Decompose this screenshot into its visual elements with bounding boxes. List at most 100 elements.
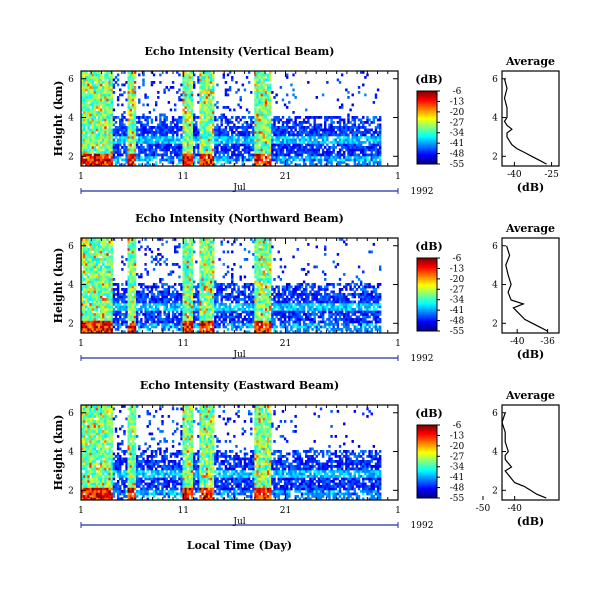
heatmap-cell <box>169 151 173 154</box>
heatmap-cell <box>133 138 137 142</box>
heatmap-cell <box>195 116 198 119</box>
heatmap-cell <box>97 268 101 271</box>
heatmap-cell <box>148 290 152 294</box>
heatmap-cell <box>104 73 107 77</box>
heatmap-cell <box>359 118 363 122</box>
heatmap-cell <box>190 270 194 274</box>
heatmap-cell <box>104 283 107 286</box>
heatmap-cell <box>110 303 113 306</box>
heatmap-cell <box>256 126 259 129</box>
heatmap-cell <box>264 158 268 162</box>
heatmap-cell <box>127 101 130 104</box>
heatmap-cell <box>201 101 204 104</box>
heatmap-cell <box>129 86 133 89</box>
heatmap-cell <box>85 88 88 92</box>
heatmap-cell <box>205 146 209 149</box>
heatmap-cell <box>89 128 92 132</box>
heatmap-cell <box>243 128 247 132</box>
heatmap-cell <box>269 88 272 92</box>
heatmap-cell <box>222 158 225 162</box>
heatmap-cell <box>188 138 192 142</box>
heatmap-cell <box>370 156 373 159</box>
heatmap-cell <box>127 288 130 291</box>
heatmap-cell <box>281 161 285 164</box>
heatmap-cell <box>100 96 103 99</box>
heatmap-cell <box>313 126 316 129</box>
heatmap-cell <box>180 141 183 144</box>
heatmap-cell <box>87 151 90 154</box>
heatmap-cell <box>258 103 261 107</box>
heatmap-cell <box>182 253 185 256</box>
heatmap-cell <box>83 270 86 274</box>
heatmap-cell <box>222 303 225 306</box>
heatmap-cell <box>150 310 154 314</box>
heatmap-cell <box>110 298 113 301</box>
heatmap-cell <box>110 248 113 251</box>
heatmap-cell <box>195 325 198 329</box>
heatmap-cell <box>102 108 105 112</box>
heatmap-cell <box>173 126 177 129</box>
heatmap-cell <box>315 128 318 132</box>
heatmap-cell <box>328 116 331 119</box>
heatmap-cell <box>205 298 209 301</box>
heatmap-cell <box>243 141 247 144</box>
heatmap-cell <box>81 106 84 109</box>
heatmap-cell <box>81 243 84 246</box>
heatmap-cell <box>152 148 156 152</box>
heatmap-cell <box>89 131 92 134</box>
heatmap-cell <box>123 315 126 319</box>
heatmap-cell <box>186 123 190 127</box>
heatmap-cell <box>85 141 88 144</box>
heatmap-cell <box>205 118 209 122</box>
heatmap-cell <box>157 310 160 314</box>
heatmap-cell <box>366 153 369 157</box>
heatmap-cell <box>368 136 371 139</box>
heatmap-cell <box>154 156 158 159</box>
heatmap-cell <box>205 300 209 304</box>
heatmap-cell <box>131 98 135 102</box>
heatmap-cell <box>207 323 211 326</box>
heatmap-cell <box>182 76 185 79</box>
heatmap-cell <box>131 323 135 326</box>
heatmap-cell <box>133 93 137 97</box>
heatmap-cell <box>188 248 192 251</box>
heatmap-cell <box>290 128 293 132</box>
heatmap-cell <box>129 263 133 266</box>
heatmap-cell <box>218 318 221 321</box>
heatmap-cell <box>264 143 268 147</box>
heatmap-cell <box>178 265 181 269</box>
heatmap-cell <box>216 136 219 139</box>
heatmap-cell <box>93 148 97 152</box>
heatmap-cell <box>209 270 213 274</box>
heatmap-cell <box>220 298 223 301</box>
heatmap-cell <box>163 295 166 299</box>
heatmap-cell <box>298 123 302 127</box>
heatmap-cell <box>319 153 323 157</box>
heatmap-cell <box>256 76 259 79</box>
heatmap-cell <box>154 303 158 306</box>
heatmap-cell <box>252 116 255 119</box>
heatmap-cell <box>100 121 103 124</box>
heatmap-cell <box>218 290 221 294</box>
heatmap-cell <box>193 300 196 304</box>
heatmap-cell <box>258 158 261 162</box>
heatmap-cell <box>290 126 293 129</box>
heatmap-cell <box>119 93 122 97</box>
heatmap-cell <box>209 290 213 294</box>
heatmap-cell <box>250 141 253 144</box>
heatmap-cell <box>277 146 280 149</box>
heatmap-cell <box>190 156 194 159</box>
heatmap-cell <box>309 131 312 134</box>
heatmap-cell <box>138 328 141 331</box>
heatmap-cell <box>188 73 192 77</box>
heatmap-cell <box>285 158 289 162</box>
heatmap-cell <box>81 328 84 331</box>
heatmap-cell <box>100 278 103 281</box>
heatmap-cell <box>91 310 94 314</box>
heatmap-cell <box>85 133 88 137</box>
heatmap-cell <box>317 143 321 147</box>
heatmap-cell <box>264 136 268 139</box>
heatmap-cell <box>357 136 361 139</box>
heatmap-cell <box>353 153 357 157</box>
heatmap-cell <box>195 141 198 144</box>
